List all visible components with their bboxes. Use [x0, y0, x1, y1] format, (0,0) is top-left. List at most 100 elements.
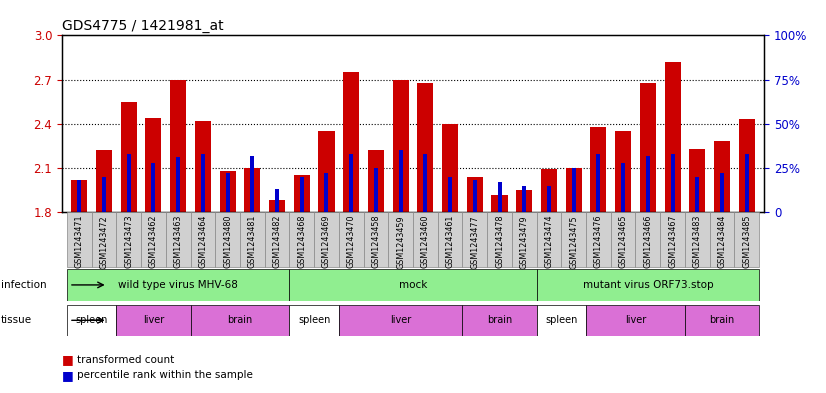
Text: GSM1243482: GSM1243482 — [273, 215, 282, 268]
Bar — [537, 305, 586, 336]
Bar — [319, 131, 335, 212]
Bar — [220, 171, 235, 212]
Text: GSM1243464: GSM1243464 — [198, 215, 207, 268]
Bar — [646, 156, 650, 212]
Bar — [671, 154, 675, 212]
Bar — [615, 131, 631, 212]
Bar — [710, 212, 734, 267]
Text: wild type virus MHV-68: wild type virus MHV-68 — [118, 280, 238, 290]
Bar — [170, 79, 186, 212]
Text: liver: liver — [390, 315, 411, 325]
Bar — [121, 102, 137, 212]
Bar — [665, 62, 681, 212]
Bar — [417, 83, 434, 212]
Text: GSM1243459: GSM1243459 — [396, 215, 405, 268]
Text: GSM1243484: GSM1243484 — [718, 215, 727, 268]
Bar — [225, 173, 230, 212]
Bar — [289, 269, 537, 301]
Bar — [596, 154, 601, 212]
Bar — [413, 212, 438, 267]
Bar — [191, 305, 289, 336]
Bar — [541, 169, 557, 212]
Bar — [463, 212, 487, 267]
Text: GSM1243458: GSM1243458 — [372, 215, 381, 268]
Bar — [67, 212, 92, 267]
Text: brain: brain — [227, 315, 253, 325]
Bar — [562, 212, 586, 267]
Bar — [660, 212, 685, 267]
Text: GSM1243473: GSM1243473 — [124, 215, 133, 268]
Bar — [438, 212, 463, 267]
Bar — [714, 141, 730, 212]
Text: GSM1243476: GSM1243476 — [594, 215, 603, 268]
Bar — [685, 305, 759, 336]
Text: brain: brain — [487, 315, 512, 325]
Bar — [591, 127, 606, 212]
Bar — [339, 305, 463, 336]
Text: GSM1243471: GSM1243471 — [75, 215, 83, 268]
Bar — [78, 180, 81, 212]
Bar — [264, 212, 289, 267]
Bar — [586, 212, 610, 267]
Text: GSM1243485: GSM1243485 — [743, 215, 751, 268]
Bar — [537, 269, 759, 301]
Text: spleen: spleen — [545, 315, 577, 325]
Text: GSM1243470: GSM1243470 — [347, 215, 356, 268]
Bar — [191, 212, 216, 267]
Bar — [363, 212, 388, 267]
Bar — [343, 72, 359, 212]
Bar — [635, 212, 660, 267]
Bar — [126, 154, 131, 212]
Bar — [537, 212, 562, 267]
Bar — [424, 154, 427, 212]
Text: GSM1243465: GSM1243465 — [619, 215, 628, 268]
Text: ■: ■ — [62, 369, 74, 382]
Text: GSM1243460: GSM1243460 — [421, 215, 430, 268]
Bar — [522, 185, 526, 212]
Bar — [640, 83, 656, 212]
Bar — [512, 212, 537, 267]
Bar — [734, 212, 759, 267]
Bar — [547, 185, 551, 212]
Text: GSM1243481: GSM1243481 — [248, 215, 257, 268]
Bar — [720, 173, 724, 212]
Text: mutant virus ORF73.stop: mutant virus ORF73.stop — [582, 280, 713, 290]
Bar — [467, 177, 483, 212]
Text: spleen: spleen — [298, 315, 330, 325]
Bar — [269, 200, 285, 212]
Bar — [695, 177, 700, 212]
Bar — [300, 177, 304, 212]
Text: mock: mock — [399, 280, 427, 290]
Bar — [294, 175, 310, 212]
Bar — [463, 305, 537, 336]
Bar — [102, 177, 106, 212]
Text: GSM1243474: GSM1243474 — [544, 215, 553, 268]
Bar — [314, 212, 339, 267]
Text: percentile rank within the sample: percentile rank within the sample — [77, 370, 253, 380]
Bar — [572, 168, 576, 212]
Bar — [240, 212, 264, 267]
Bar — [67, 305, 116, 336]
Bar — [195, 121, 211, 212]
Bar — [201, 154, 205, 212]
Bar — [92, 212, 116, 267]
Bar — [275, 189, 279, 212]
Bar — [116, 212, 141, 267]
Text: GSM1243480: GSM1243480 — [223, 215, 232, 268]
Bar — [621, 163, 625, 212]
Bar — [289, 305, 339, 336]
Bar — [472, 180, 477, 212]
Bar — [448, 177, 452, 212]
Bar — [516, 190, 532, 212]
Text: GSM1243467: GSM1243467 — [668, 215, 677, 268]
Bar — [586, 305, 685, 336]
Bar — [151, 163, 155, 212]
Text: GSM1243475: GSM1243475 — [569, 215, 578, 268]
Text: GSM1243469: GSM1243469 — [322, 215, 331, 268]
Bar — [368, 150, 384, 212]
Bar — [250, 156, 254, 212]
Bar — [399, 150, 402, 212]
Text: GDS4775 / 1421981_at: GDS4775 / 1421981_at — [62, 19, 224, 33]
Bar — [96, 150, 112, 212]
Bar — [244, 168, 260, 212]
